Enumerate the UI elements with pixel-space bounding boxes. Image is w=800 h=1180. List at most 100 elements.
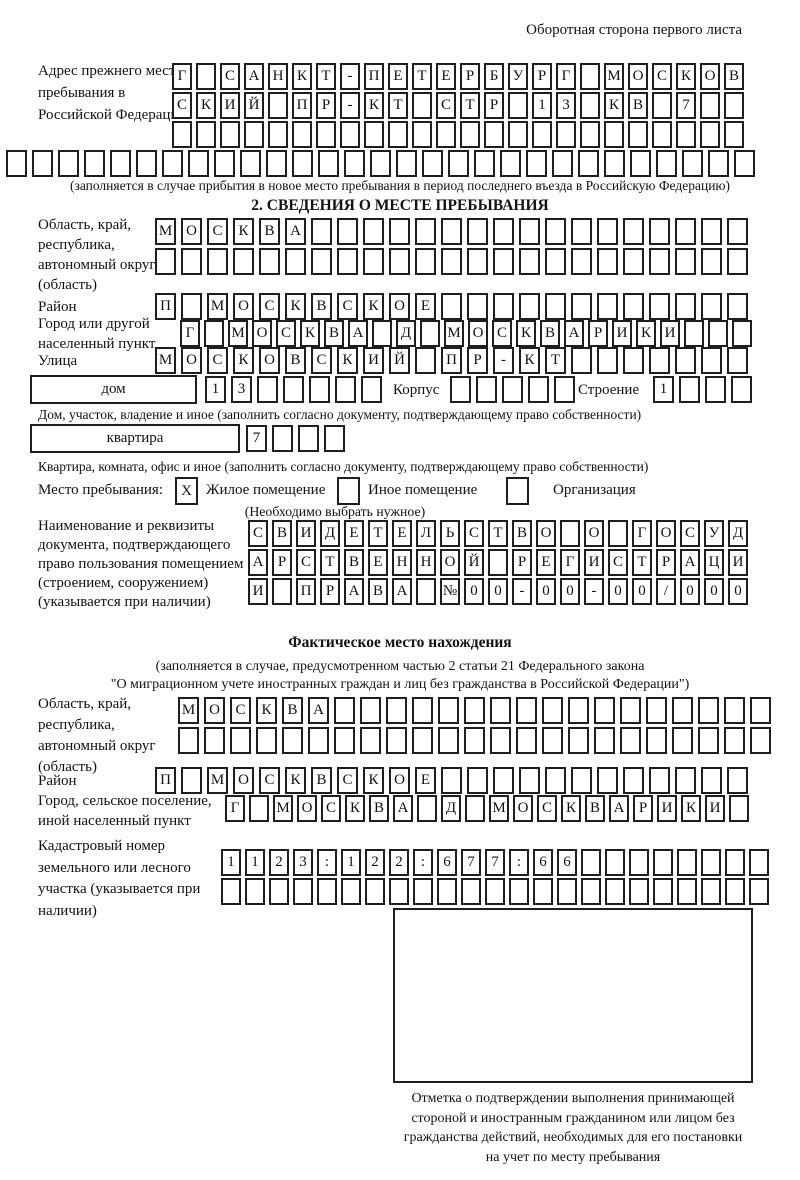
char-cell[interactable] [415, 347, 436, 374]
char-cell[interactable]: А [564, 320, 584, 347]
char-cell[interactable] [724, 697, 745, 724]
char-cell[interactable] [528, 376, 549, 403]
char-cell[interactable]: М [155, 347, 176, 374]
char-cell[interactable] [441, 767, 462, 794]
char-cell[interactable]: С [276, 320, 296, 347]
char-cell[interactable]: С [230, 697, 251, 724]
char-cell[interactable] [560, 520, 580, 547]
char-cell[interactable]: В [344, 549, 364, 576]
char-cell[interactable] [594, 727, 615, 754]
char-cell[interactable]: С [464, 520, 484, 547]
char-cell[interactable] [84, 150, 105, 177]
char-cell[interactable] [298, 425, 319, 452]
char-cell[interactable] [422, 150, 443, 177]
char-cell[interactable] [272, 425, 293, 452]
char-cell[interactable]: О [181, 218, 202, 245]
char-cell[interactable] [188, 150, 209, 177]
char-cell[interactable] [341, 878, 361, 905]
char-cell[interactable] [675, 218, 696, 245]
char-cell[interactable] [155, 248, 176, 275]
char-cell[interactable] [196, 63, 216, 90]
char-cell[interactable] [578, 150, 599, 177]
char-cell[interactable] [221, 878, 241, 905]
char-cell[interactable]: С [337, 293, 358, 320]
char-cell[interactable] [340, 121, 360, 148]
char-cell[interactable] [485, 878, 505, 905]
char-cell[interactable]: К [363, 767, 384, 794]
char-cell[interactable]: С [337, 767, 358, 794]
char-cell[interactable] [136, 150, 157, 177]
char-cell[interactable] [388, 121, 408, 148]
doc-row-3[interactable]: И П Р А В А № 0 0-0 0-0 0/0 0 0 [248, 578, 748, 605]
char-cell[interactable] [545, 293, 566, 320]
char-cell[interactable]: О [181, 347, 202, 374]
char-cell[interactable] [365, 878, 385, 905]
char-cell[interactable] [412, 121, 432, 148]
char-cell[interactable] [360, 727, 381, 754]
char-cell[interactable] [708, 150, 729, 177]
prev-address-row-4[interactable] [6, 150, 755, 177]
char-cell[interactable] [727, 248, 748, 275]
char-cell[interactable]: К [285, 767, 306, 794]
char-cell[interactable]: О [389, 293, 410, 320]
char-cell[interactable]: 6 [557, 849, 577, 876]
char-cell[interactable]: О [513, 795, 533, 822]
char-cell[interactable] [372, 320, 392, 347]
char-cell[interactable] [361, 376, 382, 403]
char-cell[interactable] [389, 248, 410, 275]
char-cell[interactable] [675, 767, 696, 794]
char-cell[interactable] [649, 293, 670, 320]
char-cell[interactable]: К [196, 92, 216, 119]
char-cell[interactable]: - [493, 347, 514, 374]
char-cell[interactable] [620, 727, 641, 754]
char-cell[interactable] [597, 347, 618, 374]
char-cell[interactable]: - [340, 92, 360, 119]
char-cell[interactable] [727, 293, 748, 320]
char-cell[interactable] [672, 697, 693, 724]
char-cell[interactable]: : [509, 849, 529, 876]
char-cell[interactable]: П [441, 347, 462, 374]
char-cell[interactable]: 0 [728, 578, 748, 605]
char-cell[interactable] [417, 795, 437, 822]
char-cell[interactable]: 0 [536, 578, 556, 605]
char-cell[interactable]: Г [556, 63, 576, 90]
char-cell[interactable]: В [512, 520, 532, 547]
char-cell[interactable]: Е [436, 63, 456, 90]
char-cell[interactable] [623, 293, 644, 320]
char-cell[interactable]: К [636, 320, 656, 347]
char-cell[interactable]: М [207, 767, 228, 794]
char-cell[interactable]: К [337, 347, 358, 374]
char-cell[interactable] [460, 121, 480, 148]
char-cell[interactable] [396, 150, 417, 177]
char-cell[interactable] [571, 248, 592, 275]
char-cell[interactable] [181, 293, 202, 320]
char-cell[interactable]: Г [632, 520, 652, 547]
char-cell[interactable] [698, 697, 719, 724]
char-cell[interactable] [620, 697, 641, 724]
char-cell[interactable] [519, 767, 540, 794]
char-cell[interactable] [628, 121, 648, 148]
char-cell[interactable] [724, 121, 744, 148]
char-cell[interactable]: К [300, 320, 320, 347]
char-cell[interactable] [292, 150, 313, 177]
char-cell[interactable]: С [207, 347, 228, 374]
char-cell[interactable]: 1 [532, 92, 552, 119]
char-cell[interactable] [412, 92, 432, 119]
char-cell[interactable]: Д [728, 520, 748, 547]
char-cell[interactable] [450, 376, 471, 403]
char-cell[interactable]: К [681, 795, 701, 822]
char-cell[interactable] [282, 727, 303, 754]
char-cell[interactable] [334, 727, 355, 754]
char-cell[interactable] [682, 150, 703, 177]
char-cell[interactable]: А [344, 578, 364, 605]
char-cell[interactable]: М [604, 63, 624, 90]
char-cell[interactable]: О [700, 63, 720, 90]
char-cell[interactable] [568, 727, 589, 754]
char-cell[interactable]: 6 [533, 849, 553, 876]
char-cell[interactable] [204, 727, 225, 754]
char-cell[interactable] [698, 727, 719, 754]
char-cell[interactable]: К [519, 347, 540, 374]
